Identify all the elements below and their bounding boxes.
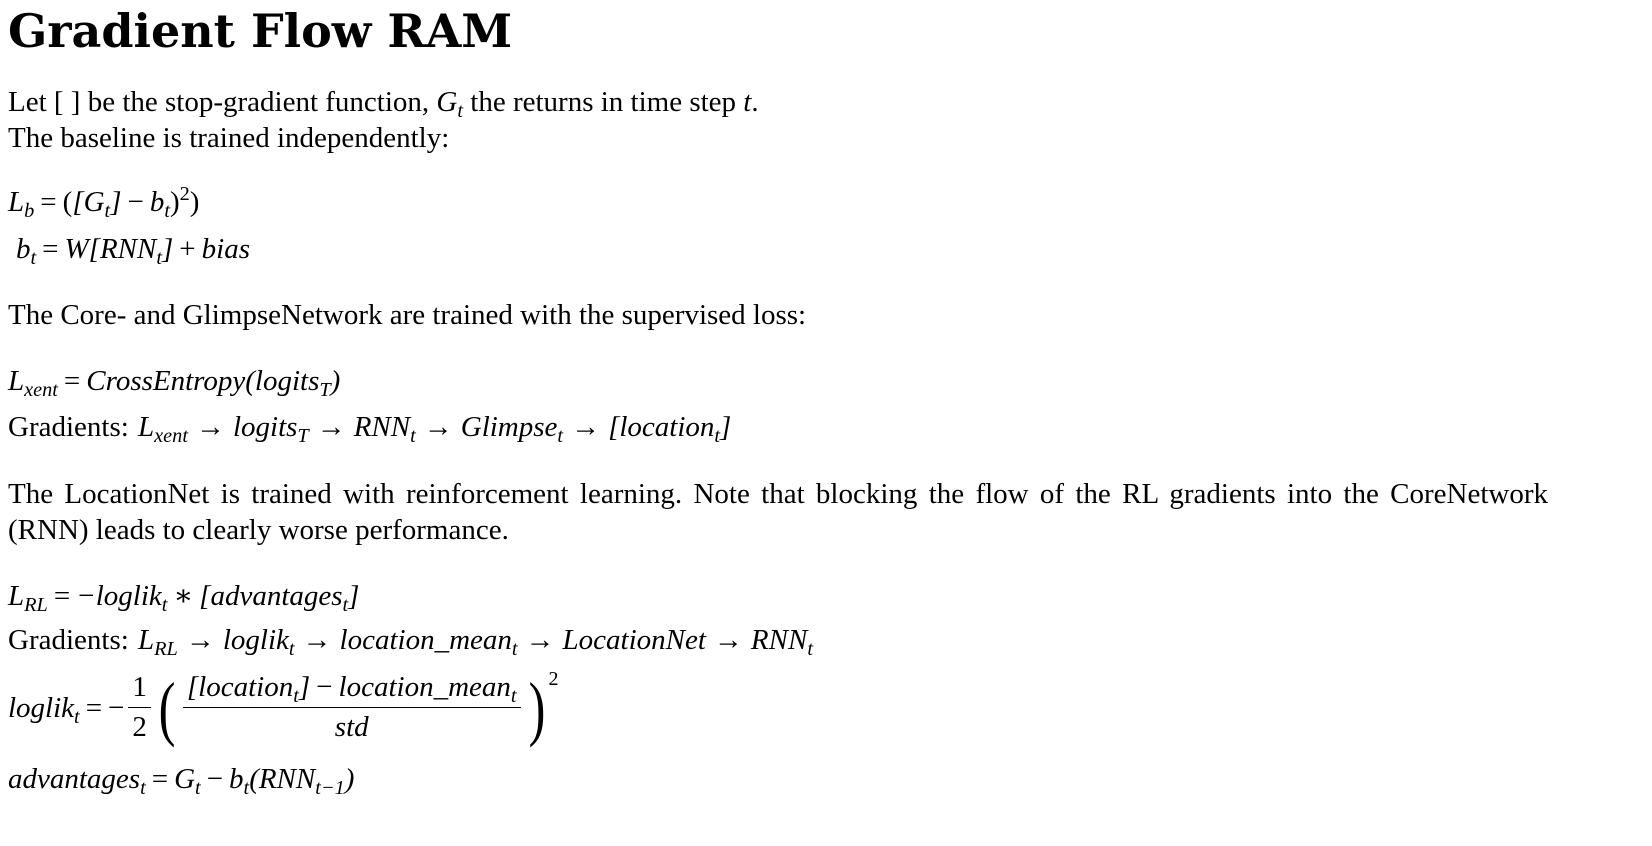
gradients-label: Gradients: (8, 411, 129, 443)
rl-paragraph: The LocationNet is trained with reinforc… (8, 478, 1548, 546)
equation-rl-loss: LRL = −loglikt ∗ [advantagest] (8, 580, 360, 617)
normalized-location-fraction: [locationt] − location_meant std (182, 671, 521, 744)
intro-line-1: Let [ ] be the stop-gradient function, G… (8, 86, 759, 123)
intro-text-b: the returns in time step (463, 86, 744, 118)
gradients-rl: Gradients: LRL → loglikt → location_meant → Lo… (8, 624, 813, 661)
intro-text-c: . (751, 86, 759, 118)
intro-text-a: Let [ ] be the stop-gradient function, (8, 86, 437, 118)
equation-baseline-loss: Lb = ([Gt] − bt)2) (8, 182, 200, 223)
equation-baseline: bt = W[RNNt] + bias (16, 233, 250, 270)
equation-xent-loss: Lxent = CrossEntropy(logitsT) (8, 365, 341, 402)
returns-symbol: Gt (436, 86, 464, 123)
gradients-xent: Gradients: Lxent → logitsT → RNNt → Glimpset →[… (8, 411, 732, 448)
page-title: Gradient Flow RAM (8, 4, 513, 58)
intro-line-2: The baseline is trained independently: (8, 122, 450, 154)
time-symbol: t (743, 86, 752, 118)
equation-advantages: advantagest = Gt − bt(RNNt−1) (8, 763, 355, 800)
supervised-heading: The Core- and GlimpseNetwork are trained… (8, 299, 807, 331)
gradients-label: Gradients: (8, 624, 129, 656)
